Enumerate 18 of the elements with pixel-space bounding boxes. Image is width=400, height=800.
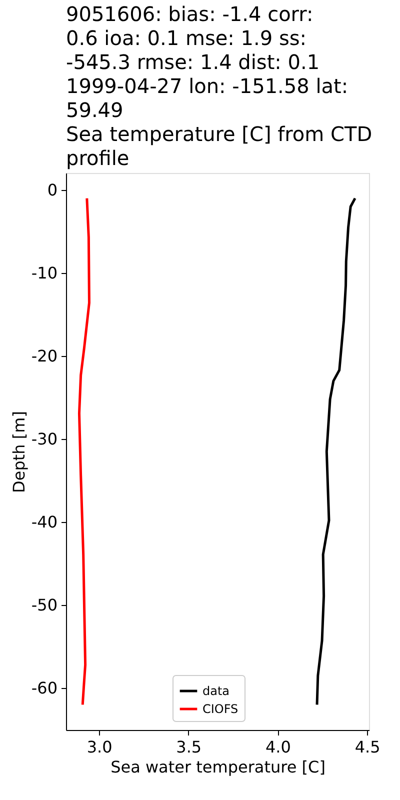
x-tick-label: 3.0 — [86, 738, 112, 756]
line-series — [316, 197, 356, 706]
x-tick-label: 3.5 — [176, 738, 202, 756]
legend-label: CIOFS — [202, 702, 238, 716]
chart-title: 9051606: bias: -1.4 corr: 0.6 ioa: 0.1 mse: 1.9 ss: -545.3 rmse: 1.4 dist: 0.1 1999-04-27 lon: -151.58 lat: 59.49 Sea temperature [C] from CTD profile — [66, 2, 372, 170]
y-axis-title: Depth [m] — [9, 411, 28, 493]
y-tick-label: -60 — [31, 678, 58, 698]
x-tick-label: 4.5 — [354, 738, 380, 756]
y-tick-label: -50 — [31, 596, 58, 615]
legend-label: data — [202, 684, 230, 698]
line-series — [78, 197, 90, 706]
y-tick-label: -10 — [31, 264, 58, 283]
x-tick-label: 4.0 — [265, 738, 291, 756]
y-tick-label: 0 — [47, 180, 58, 200]
y-tick-label: -40 — [31, 512, 58, 532]
y-tick-label: -20 — [31, 346, 58, 366]
x-axis-title: Sea water temperature [C] — [110, 758, 326, 776]
y-tick-label: -30 — [31, 430, 58, 449]
